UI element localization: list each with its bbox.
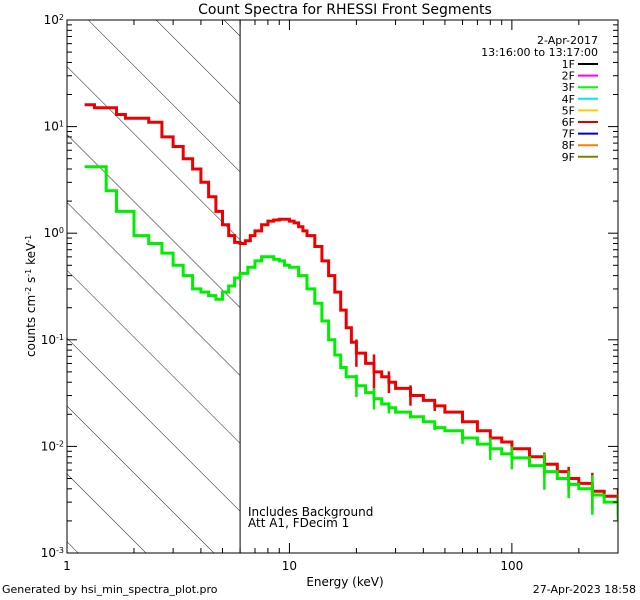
y-tick-label: 10-2 [41,439,64,454]
legend-label: 6F [562,116,575,129]
x-tick-label: 100 [500,559,523,573]
x-tick-label: 1 [63,559,71,573]
x-tick-label: 10 [282,559,297,573]
time-range-annotation: 13:16:00 to 13:17:00 [481,46,598,59]
timestamp-footer: 27-Apr-2023 18:58 [533,583,636,596]
plot-frame [66,19,619,554]
background-note: Includes Background [248,505,373,519]
series-3F [84,165,618,507]
y-tick-label: 101 [44,119,64,134]
hatched-region [67,20,241,553]
x-axis-label: Energy (keV) [306,575,383,589]
legend-label: 8F [562,139,575,152]
legend-label: 3F [562,81,575,94]
y-axis-label: counts cm-2 s-1 keV-1 [24,235,39,357]
attenuator-note: Att A1, FDecim 1 [248,516,349,530]
series-6F [84,103,618,503]
date-annotation: 2-Apr-2017 [537,34,598,47]
chart-title: Count Spectra for RHESSI Front Segments [198,2,492,18]
legend-label: 7F [562,128,575,141]
y-tick-label: 102 [44,13,64,28]
y-tick-label: 10-1 [41,332,64,347]
y-tick-label: 10-3 [41,546,64,561]
legend-label: 4F [562,93,575,106]
legend-label: 9F [562,151,575,164]
y-tick-label: 100 [44,226,64,241]
generator-footer: Generated by hsi_min_spectra_plot.pro [2,583,218,596]
legend-label: 2F [562,70,575,83]
legend-label: 1F [562,58,575,71]
legend-label: 5F [562,104,575,117]
